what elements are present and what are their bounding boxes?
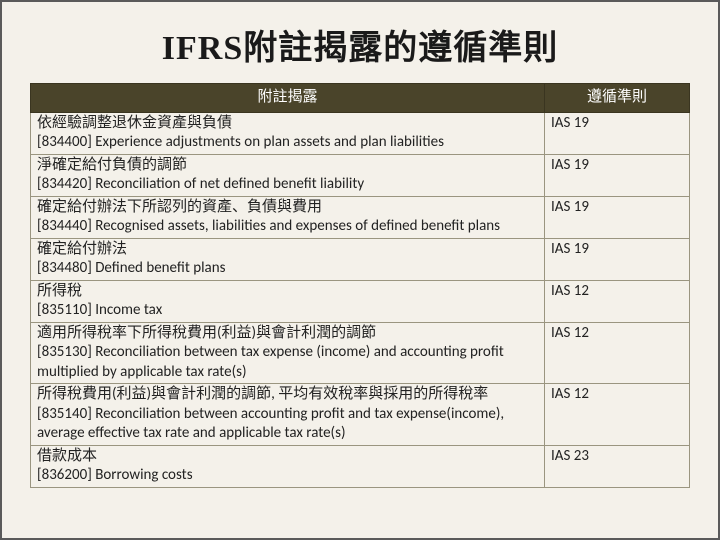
standard-cell: IAS 19 <box>545 196 690 238</box>
disclosure-cell: 確定給付辦法下所認列的資產、負債與費用 [834440] Recognised … <box>31 196 545 238</box>
standard-cell: IAS 19 <box>545 238 690 280</box>
table-row: 所得稅費用(利益)與會計利潤的調節, 平均有效稅率與採用的所得稅率 [83514… <box>31 384 690 446</box>
table-row: 適用所得稅率下所得稅費用(利益)與會計利潤的調節 [835130] Reconc… <box>31 322 690 384</box>
table-row: 確定給付辦法下所認列的資產、負債與費用 [834440] Recognised … <box>31 196 690 238</box>
standard-cell: IAS 12 <box>545 322 690 384</box>
standard-cell: IAS 19 <box>545 112 690 154</box>
standard-cell: IAS 23 <box>545 445 690 487</box>
disclosure-cell: 所得稅 [835110] Income tax <box>31 280 545 322</box>
standard-cell: IAS 12 <box>545 280 690 322</box>
table-row: 所得稅 [835110] Income taxIAS 12 <box>31 280 690 322</box>
header-standard: 遵循準則 <box>545 84 690 113</box>
page-title: IFRS附註揭露的遵循準則 <box>30 20 690 69</box>
disclosure-cell: 依經驗調整退休金資產與負債 [834400] Experience adjust… <box>31 112 545 154</box>
standard-cell: IAS 19 <box>545 154 690 196</box>
disclosure-cell: 借款成本 [836200] Borrowing costs <box>31 445 545 487</box>
header-disclosure: 附註揭露 <box>31 84 545 113</box>
table-row: 借款成本 [836200] Borrowing costsIAS 23 <box>31 445 690 487</box>
disclosure-table: 附註揭露 遵循準則 依經驗調整退休金資產與負債 [834400] Experie… <box>30 83 690 488</box>
table-row: 確定給付辦法 [834480] Defined benefit plansIAS… <box>31 238 690 280</box>
standard-cell: IAS 12 <box>545 384 690 446</box>
table-row: 淨確定給付負債的調節 [834420] Reconciliation of ne… <box>31 154 690 196</box>
table-row: 依經驗調整退休金資產與負債 [834400] Experience adjust… <box>31 112 690 154</box>
disclosure-cell: 確定給付辦法 [834480] Defined benefit plans <box>31 238 545 280</box>
disclosure-cell: 所得稅費用(利益)與會計利潤的調節, 平均有效稅率與採用的所得稅率 [83514… <box>31 384 545 446</box>
disclosure-cell: 淨確定給付負債的調節 [834420] Reconciliation of ne… <box>31 154 545 196</box>
disclosure-cell: 適用所得稅率下所得稅費用(利益)與會計利潤的調節 [835130] Reconc… <box>31 322 545 384</box>
